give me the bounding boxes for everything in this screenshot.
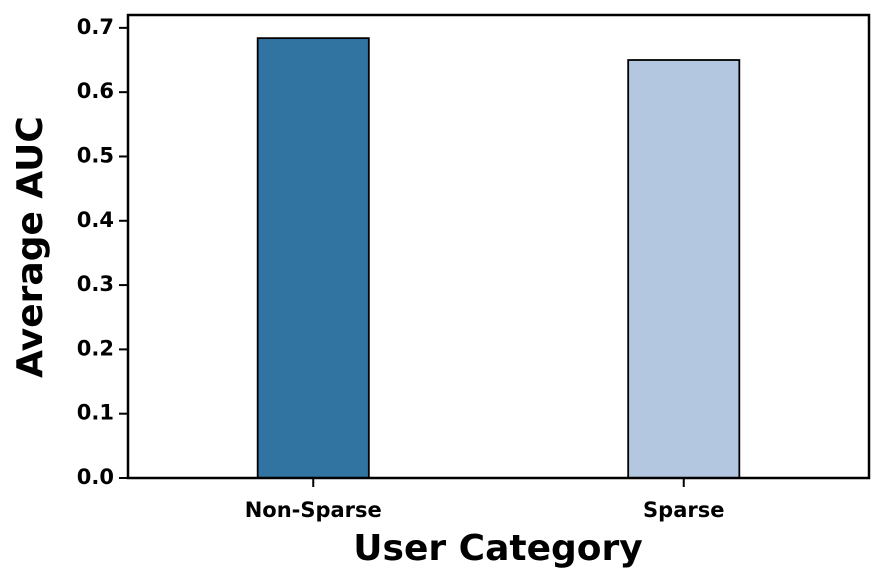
y-tick-label: 0.4: [77, 208, 114, 232]
y-tick-label: 0.7: [77, 15, 114, 39]
y-tick-label: 0.5: [77, 143, 114, 167]
y-tick-label: 0.6: [77, 79, 114, 103]
bar: [627, 59, 741, 479]
y-tick-label: 0.2: [77, 336, 114, 360]
bar: [256, 37, 370, 479]
y-tick-label: 0.0: [77, 465, 114, 489]
y-axis-label: Average AUC: [10, 116, 51, 378]
plot-frame: [126, 13, 871, 480]
x-tick-label: Sparse: [643, 498, 724, 522]
y-tick-label: 0.3: [77, 272, 114, 296]
x-tick-label: Non-Sparse: [245, 498, 382, 522]
x-axis-label: User Category: [353, 528, 642, 569]
y-tick-label: 0.1: [77, 401, 114, 425]
